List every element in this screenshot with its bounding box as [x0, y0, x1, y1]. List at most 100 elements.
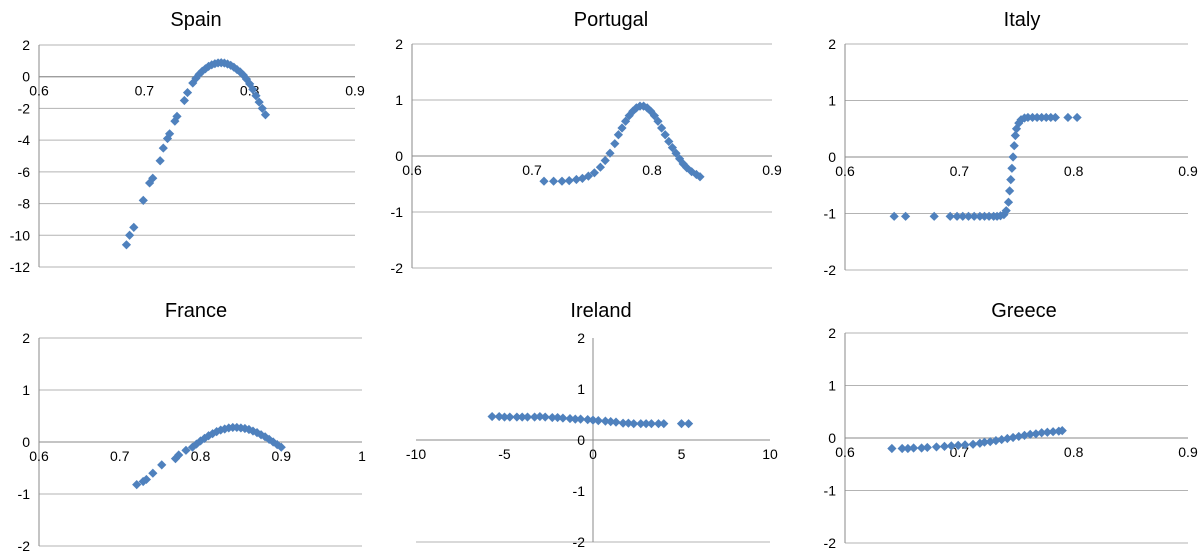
data-point	[945, 211, 955, 221]
data-point	[148, 468, 158, 478]
chart-title: Ireland	[570, 300, 631, 322]
y-tick-label: 2	[828, 36, 836, 52]
data-point	[682, 163, 692, 173]
data-point	[613, 130, 623, 140]
data-point	[547, 412, 557, 423]
data-point	[1008, 432, 1018, 443]
y-tick-label: 0	[395, 148, 403, 164]
data-point	[997, 434, 1007, 445]
data-point	[909, 443, 919, 453]
y-tick-label: -6	[18, 164, 31, 180]
data-point	[922, 442, 932, 453]
y-tick-label: 1	[828, 93, 836, 109]
data-point	[1002, 433, 1012, 444]
y-tick-label: -2	[18, 538, 31, 554]
data-point	[517, 412, 527, 422]
data-point	[505, 412, 515, 422]
data-point	[212, 427, 222, 437]
y-tick-label: 2	[828, 325, 836, 341]
data-point	[1031, 429, 1041, 439]
data-point	[621, 116, 631, 126]
data-point	[535, 411, 545, 422]
data-point	[272, 440, 282, 450]
data-point	[244, 424, 254, 435]
x-tick-label: 0.9	[762, 162, 782, 178]
data-point	[610, 139, 620, 149]
data-point	[958, 211, 968, 221]
data-point	[897, 443, 907, 454]
data-point	[158, 143, 168, 153]
x-tick-label: 0	[589, 446, 597, 462]
y-tick-label: -2	[18, 100, 31, 116]
data-point	[276, 442, 286, 452]
data-point	[174, 450, 184, 460]
chart-title: Italy	[1004, 9, 1041, 31]
data-point	[676, 419, 687, 429]
data-point	[1016, 115, 1026, 125]
x-tick-label: 0.9	[1178, 163, 1198, 179]
data-point	[179, 95, 189, 106]
data-point	[557, 176, 567, 186]
data-point	[558, 413, 568, 423]
data-point	[606, 417, 616, 427]
data-point	[522, 412, 533, 422]
data-point	[512, 412, 522, 422]
data-point	[1050, 112, 1060, 123]
x-tick-label: 0.7	[950, 163, 970, 179]
y-tick-label: -2	[391, 260, 404, 276]
y-tick-label: -12	[10, 259, 30, 275]
data-point	[675, 154, 685, 164]
x-tick-label: 0.8	[642, 162, 662, 178]
data-point	[187, 442, 198, 452]
x-tick-label: 0.6	[29, 83, 49, 99]
data-point	[248, 426, 258, 436]
y-tick-label: 1	[577, 381, 585, 397]
y-tick-label: -1	[573, 483, 586, 499]
data-point	[251, 91, 261, 101]
x-tick-label: 0.7	[110, 448, 130, 464]
data-point	[583, 415, 593, 425]
data-point	[1014, 431, 1024, 442]
data-point	[628, 106, 638, 116]
chart-portugal: Portugal -2 -1 0 1 2 0.6 0.7 0.8 0.9	[391, 9, 782, 276]
data-point	[968, 439, 978, 449]
y-tick-label: -4	[18, 132, 31, 148]
y-tick-label: 2	[395, 36, 403, 52]
data-point	[182, 87, 193, 98]
data-point	[238, 70, 248, 80]
data-point	[1006, 175, 1016, 185]
data-point	[931, 442, 942, 452]
data-point	[900, 211, 911, 221]
data-point	[494, 411, 504, 422]
data-point	[929, 211, 939, 221]
y-tick-label: -2	[573, 534, 586, 550]
y-tick-label: -1	[391, 204, 404, 220]
data-point	[953, 440, 963, 450]
data-point	[1008, 152, 1018, 162]
y-tick-label: -2	[824, 535, 837, 551]
x-tick-label: 0.7	[135, 83, 155, 99]
chart-title: Portugal	[574, 9, 649, 31]
data-point	[248, 84, 258, 94]
data-point	[181, 445, 191, 455]
data-point	[570, 414, 580, 424]
y-tick-label: 2	[577, 330, 585, 346]
data-point	[683, 419, 694, 429]
data-point	[600, 416, 610, 426]
data-point	[611, 417, 621, 427]
data-point	[695, 172, 705, 182]
data-point	[605, 148, 615, 158]
data-point	[571, 174, 581, 185]
data-point	[553, 412, 563, 423]
data-point	[600, 155, 610, 166]
x-tick-label: 10	[762, 446, 778, 462]
data-point	[583, 171, 593, 181]
data-point	[629, 419, 639, 429]
data-point	[979, 437, 990, 447]
data-point	[172, 111, 182, 121]
data-point	[539, 176, 549, 186]
y-tick-label: -1	[824, 483, 837, 499]
data-point	[1003, 197, 1014, 207]
data-point	[589, 168, 599, 178]
